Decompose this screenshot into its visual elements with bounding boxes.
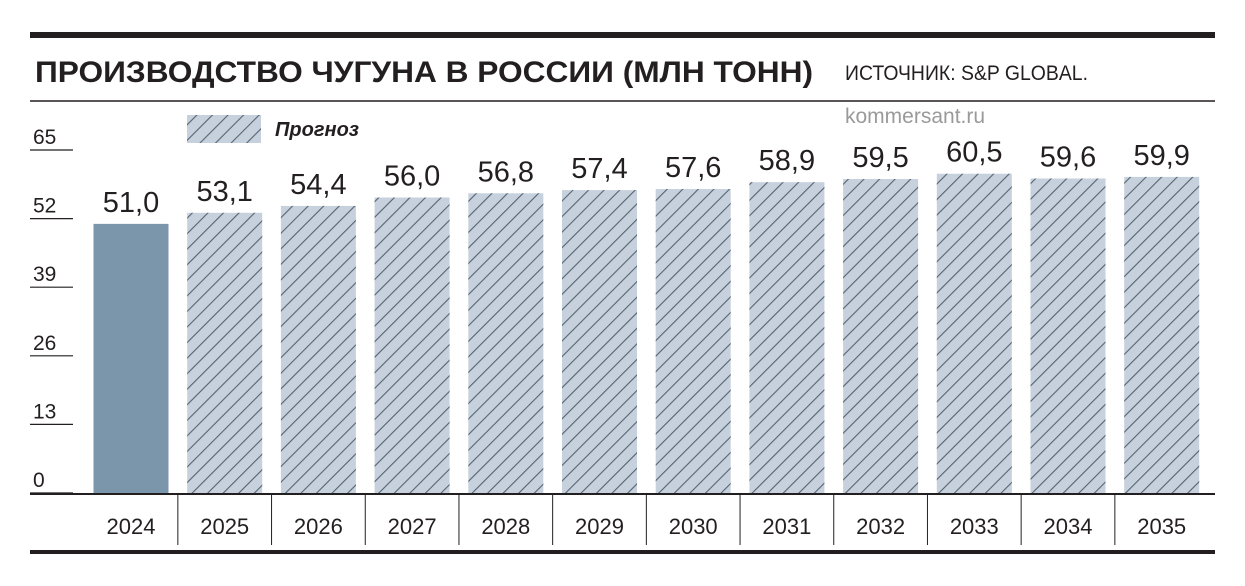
value-label: 58,9 [759, 145, 815, 177]
legend-label: Прогноз [275, 119, 359, 141]
y-tick-label: 65 [33, 126, 56, 149]
bar-hatch [936, 173, 1012, 493]
x-tick-label: 2028 [481, 514, 530, 539]
value-label: 57,4 [571, 153, 627, 185]
bar-hatch [187, 212, 263, 493]
bar-hatch [749, 182, 825, 494]
source: ИСТОЧНИК: S&P GLOBAL. [845, 62, 1088, 85]
bar-hatch [562, 190, 637, 493]
bar [93, 223, 169, 493]
value-label: 56,0 [384, 160, 440, 192]
bar-hatch [1124, 176, 1200, 494]
x-tick-label: 2029 [575, 514, 624, 539]
x-tick-label: 2025 [200, 514, 249, 539]
chart-title: ПРОИЗВОДСТВО ЧУГУНА В РОССИИ (МЛН ТОНН) [35, 56, 813, 89]
y-tick-label: 39 [33, 263, 56, 286]
x-tick-label: 2024 [107, 514, 156, 539]
bar-hatch [1030, 178, 1106, 493]
value-label: 59,9 [1133, 140, 1189, 172]
y-tick-label: 13 [33, 400, 56, 423]
x-tick-label: 2033 [950, 514, 999, 539]
value-label: 60,5 [946, 137, 1002, 169]
x-tick-label: 2030 [669, 514, 718, 539]
x-tick-label: 2035 [1137, 514, 1186, 539]
value-label: 56,8 [478, 156, 534, 188]
x-tick-label: 2027 [388, 514, 437, 539]
x-tick-label: 2031 [762, 514, 811, 539]
value-label: 53,1 [196, 176, 252, 208]
bar-hatch [468, 193, 544, 494]
bar-hatch [655, 189, 731, 493]
x-tick-label: 2026 [294, 514, 343, 539]
bar-hatch [280, 205, 356, 494]
watermark: kommersant.ru [845, 105, 985, 128]
value-label: 57,6 [665, 152, 721, 184]
value-label: 54,4 [290, 169, 346, 201]
y-tick-label: 26 [33, 332, 56, 355]
bar-hatch [374, 197, 450, 493]
x-tick-label: 2034 [1044, 514, 1093, 539]
bar-hatch [843, 179, 919, 493]
value-label: 59,5 [852, 142, 908, 174]
y-tick-label: 0 [33, 469, 45, 492]
bottom-rule [30, 550, 1215, 554]
value-label: 59,6 [1040, 141, 1096, 173]
top-rule [30, 32, 1215, 38]
value-label: 51,0 [103, 187, 159, 219]
legend-swatch-hatch [187, 115, 261, 143]
y-tick-label: 52 [33, 195, 56, 218]
x-tick-label: 2032 [856, 514, 905, 539]
